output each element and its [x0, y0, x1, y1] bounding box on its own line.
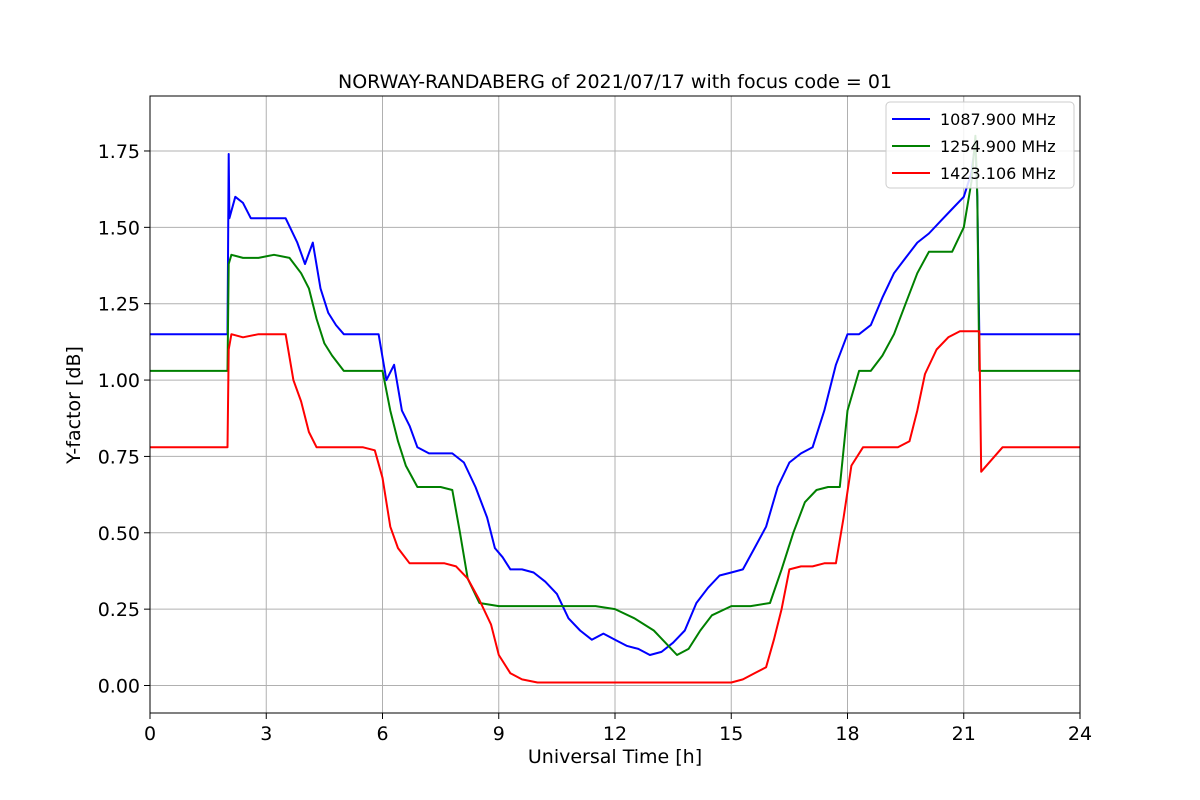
x-tick-label: 21 [952, 723, 976, 745]
x-tick-label: 6 [376, 723, 388, 745]
x-tick-label: 9 [493, 723, 505, 745]
x-tick-label: 3 [260, 723, 272, 745]
legend-box [885, 101, 1075, 189]
y-tick-label: 0.75 [98, 446, 140, 468]
legend: 1087.900 MHz 1254.900 MHz 1423.106 MHz [885, 101, 1075, 189]
x-tick-label: 0 [144, 723, 156, 745]
legend-label-2: 1254.900 MHz [940, 137, 1056, 156]
y-tick-label: 0.25 [98, 599, 140, 621]
y-tick-label: 1.50 [98, 217, 140, 239]
series-line-2 [150, 134, 1080, 656]
x-tick-label: 24 [1068, 723, 1092, 745]
legend-label-1: 1087.900 MHz [940, 110, 1056, 129]
x-tick-label: 15 [719, 723, 743, 745]
y-tick-label: 1.25 [98, 294, 140, 316]
y-tick-label: 1.75 [98, 141, 140, 163]
series-line-3 [150, 330, 1080, 684]
x-tick-label: 18 [835, 723, 859, 745]
series-layer [150, 134, 1080, 684]
y-axis-label: Y-factor [dB] [63, 346, 85, 465]
y-tick-label: 1.00 [98, 370, 140, 392]
x-axis-label: Universal Time [h] [528, 746, 702, 768]
y-tick-label: 0.00 [98, 676, 140, 698]
legend-label-3: 1423.106 MHz [940, 164, 1056, 183]
x-axis: 0 3 6 9 12 15 18 21 24 [144, 713, 1092, 745]
y-tick-label: 0.50 [98, 523, 140, 545]
y-axis: 0.00 0.25 0.50 0.75 1.00 1.25 1.50 1.75 [98, 141, 150, 698]
x-tick-label: 12 [603, 723, 627, 745]
chart-title: NORWAY-RANDABERG of 2021/07/17 with focu… [338, 71, 892, 93]
